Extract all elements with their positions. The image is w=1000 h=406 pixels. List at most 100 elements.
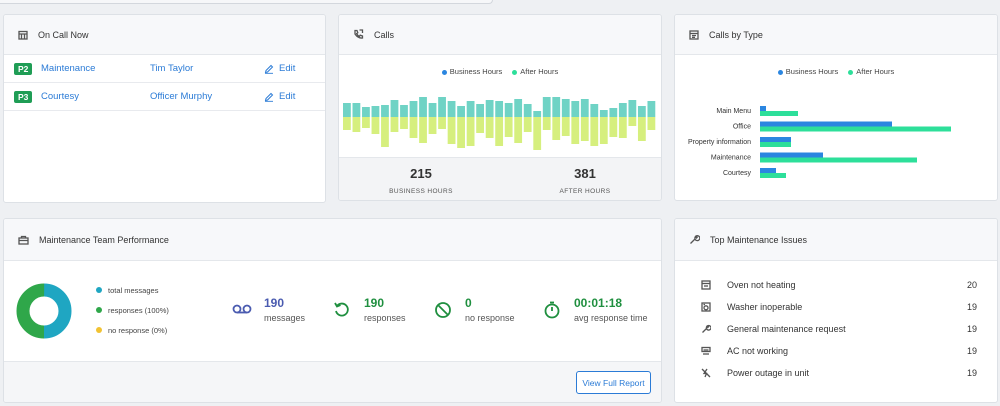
issue-count: 19 [966, 302, 977, 312]
calls-by-type-chart: Main Menu Office Property information Maint… [688, 106, 951, 178]
after-hours-bar [760, 126, 951, 132]
after-hours-bar [390, 117, 399, 132]
business-hours-bar [628, 100, 637, 117]
calls-stats: 215 BUSINESS HOURS 381 AFTER HOURS [339, 157, 661, 200]
calls-chart [343, 97, 656, 150]
messages-label: messages [264, 313, 306, 323]
business-hours-bar [523, 104, 532, 117]
after-hours-bar [476, 117, 485, 133]
edit-button[interactable]: Edit [264, 91, 295, 102]
issue-count: 20 [966, 280, 977, 290]
business-hours-bar [760, 137, 791, 142]
after-stat: 381 AFTER HOURS [540, 166, 630, 195]
issue-row[interactable]: Power outage in unit 19 [701, 365, 977, 381]
on-call-type-link[interactable]: Maintenance [41, 63, 96, 74]
view-full-report-button[interactable]: View Full Report [576, 371, 651, 394]
legend-label: responses (100%) [108, 305, 169, 315]
business-hours-bar [580, 99, 589, 117]
on-call-person-link[interactable]: Tim Taylor [150, 63, 194, 74]
issue-count: 19 [966, 368, 977, 378]
stat-avg-response: 00:01:18 avg response time [574, 296, 648, 323]
priority-badge: P2 [14, 62, 33, 75]
legend-item: no response (0%) [96, 325, 169, 335]
after-hours-bar [352, 117, 361, 132]
legend-dot [96, 327, 102, 333]
issue-row[interactable]: Oven not heating 20 [701, 277, 977, 293]
legend-label: After Hours [520, 67, 559, 76]
after-hours-bar [571, 117, 580, 144]
calls-card: Calls Business Hours After Hours 215 BUS… [338, 14, 662, 201]
calls-by-type-legend: Business Hours After Hours [675, 67, 997, 76]
legend-item: responses (100%) [96, 305, 169, 315]
refresh-icon [334, 302, 349, 317]
on-call-card: On Call Now P2 Maintenance Tim Taylor Ed… [3, 14, 326, 203]
legend-business-hours: Business Hours [441, 67, 502, 76]
after-hours-bar [760, 157, 917, 163]
business-hours-bar [599, 110, 608, 117]
issue-row[interactable]: General maintenance request 19 [701, 321, 977, 337]
after-hours-bar [590, 117, 599, 146]
donut-legend: total messages responses (100%) no respo… [96, 285, 169, 335]
after-hours-bar [447, 117, 456, 144]
edit-label: Edit [279, 91, 296, 102]
business-hours-bar [542, 97, 551, 117]
issue-row[interactable]: AC not working 19 [701, 343, 977, 359]
messages-value: 190 [264, 296, 285, 310]
legend-dot [441, 69, 447, 75]
calls-legend: Business Hours After Hours [339, 67, 661, 76]
after-hours-bar [419, 117, 427, 143]
after-hours-bar [343, 117, 351, 130]
issues-card: Top Maintenance Issues Oven not heating … [674, 218, 998, 403]
after-hours-bar [561, 117, 570, 136]
performance-footer [4, 361, 661, 402]
business-hours-bar [609, 108, 618, 117]
after-hours-bar [533, 117, 542, 150]
business-hours-bar [760, 168, 776, 173]
business-hours-bar [419, 97, 427, 117]
after-hours-bar [599, 117, 608, 144]
issue-row[interactable]: Washer inoperable 19 [701, 299, 977, 315]
phone-icon [354, 29, 364, 39]
after-hours-bar [400, 117, 408, 129]
business-hours-bar [760, 152, 823, 158]
issue-label: Power outage in unit [727, 368, 810, 378]
edit-button[interactable]: Edit [264, 63, 295, 74]
business-hours-bar [514, 99, 523, 117]
after-hours-bar [466, 117, 475, 146]
business-hours-bar [343, 103, 351, 117]
business-hours-bar [590, 104, 599, 117]
business-hours-bar [485, 100, 494, 117]
business-hours-bar [760, 106, 766, 111]
after-hours-bar [362, 117, 370, 128]
on-call-title: On Call Now [38, 29, 89, 40]
ac-icon [701, 346, 711, 355]
on-call-person-link[interactable]: Officer Murphy [150, 91, 213, 102]
performance-header: Maintenance Team Performance [4, 219, 661, 261]
after-hours-total: 381 [574, 166, 596, 181]
business-hours-bar [618, 103, 627, 117]
issue-count: 19 [966, 324, 977, 334]
priority-badge: P3 [14, 90, 33, 103]
legend-label: Business Hours [785, 67, 839, 76]
after-hours-bar [381, 117, 389, 147]
responses-value: 190 [364, 296, 385, 310]
legend-after-hours: After Hours [512, 67, 558, 76]
stopwatch-icon [544, 301, 560, 319]
after-hours-bar [495, 117, 504, 146]
category-label: Office [733, 124, 751, 131]
calls-by-type-card: Calls by Type Business Hours After Hours… [674, 14, 998, 201]
business-hours-bar [362, 107, 370, 117]
legend-dot [96, 307, 102, 313]
on-call-type-link[interactable]: Courtesy [41, 91, 80, 102]
legend-label: After Hours [856, 67, 895, 76]
on-call-row: P2 Maintenance Tim Taylor Edit [4, 55, 325, 83]
after-hours-bar [523, 117, 532, 132]
business-hours-bar [647, 101, 656, 117]
category-label: Property information [688, 139, 751, 146]
toolbox-icon [18, 235, 29, 245]
voicemail-icon [232, 304, 252, 314]
business-hours-total: 215 [410, 166, 432, 181]
wrench-icon [690, 234, 700, 244]
business-hours-bar [533, 111, 542, 117]
no-response-value: 0 [465, 296, 472, 310]
